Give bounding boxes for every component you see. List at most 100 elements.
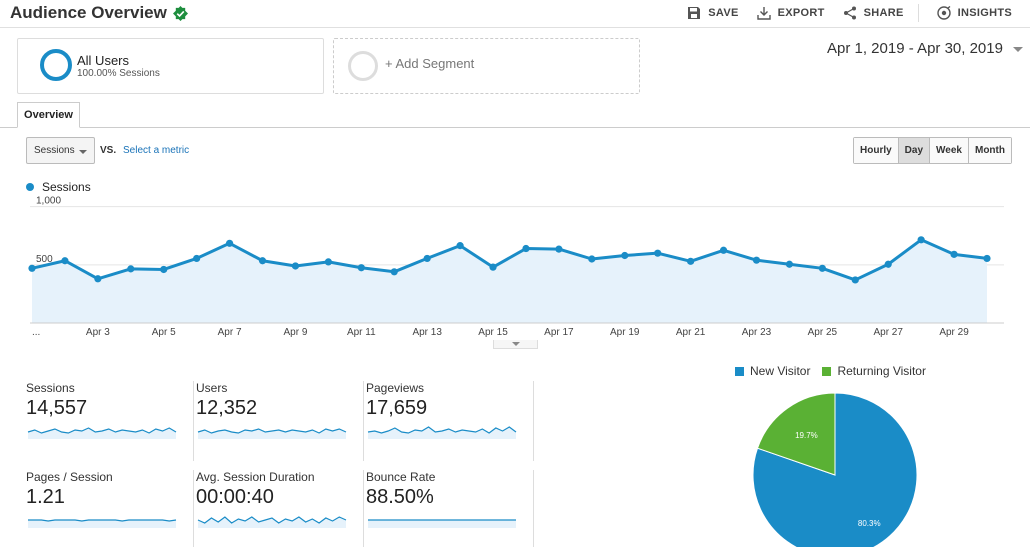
period-day-button[interactable]: Day [897, 138, 930, 163]
sessions-area [32, 239, 987, 323]
metric-select[interactable]: Sessions [26, 137, 95, 164]
sessions-point[interactable] [324, 258, 332, 266]
sessions-point[interactable] [654, 249, 662, 257]
period-hourly-button[interactable]: Hourly [854, 138, 898, 163]
sessions-point[interactable] [983, 254, 991, 263]
sessions-point[interactable] [621, 251, 629, 260]
chevron-down-icon [1012, 47, 1023, 52]
x-tick-label: Apr 13 [412, 327, 442, 338]
x-tick-label: Apr 27 [873, 327, 903, 338]
insights-label: INSIGHTS [957, 7, 1012, 19]
sessions-point[interactable] [127, 265, 135, 273]
scorecard-pageviews[interactable]: Pageviews 17,659 [366, 381, 534, 461]
sessions-point[interactable] [950, 250, 958, 258]
select-metric-link[interactable]: Select a metric [123, 145, 190, 156]
chart-expand-handle[interactable] [493, 340, 538, 349]
scorecard-bounce-rate[interactable]: Bounce Rate 88.50% [366, 470, 534, 547]
sessions-point[interactable] [225, 239, 234, 247]
x-tick-label: Apr 15 [478, 327, 508, 338]
scorecard-avg-session-duration[interactable]: Avg. Session Duration 00:00:40 [196, 470, 364, 547]
x-tick-label: Apr 5 [152, 327, 176, 338]
export-button[interactable]: EXPORT [756, 6, 825, 20]
page-title-text: Audience Overview [10, 3, 167, 22]
scorecard-label: Pages / Session [26, 470, 113, 484]
sessions-point[interactable] [61, 257, 69, 265]
sparkline [368, 519, 516, 528]
segment-share: 100.00% Sessions [77, 68, 160, 79]
sessions-point[interactable] [719, 246, 728, 254]
report-actions: SAVE EXPORT SHARE INSIGHTS [669, 4, 1012, 22]
date-range-picker[interactable]: Apr 1, 2019 - Apr 30, 2019 [827, 40, 1023, 57]
pie-legend: New Visitor Returning Visitor [735, 364, 926, 378]
insights-icon [936, 6, 951, 20]
sessions-point[interactable] [258, 257, 267, 265]
sessions-point[interactable] [917, 236, 925, 244]
period-month-button[interactable]: Month [967, 138, 1011, 163]
sparkline [197, 428, 347, 439]
segment-name: All Users [77, 53, 130, 68]
sessions-point[interactable] [522, 244, 530, 253]
sessions-point[interactable] [160, 265, 168, 274]
sessions-point[interactable] [489, 263, 497, 271]
sessions-point[interactable] [785, 260, 794, 268]
legend-new-label: New Visitor [750, 364, 811, 378]
verified-check-icon [172, 5, 188, 21]
scorecard-label: Avg. Session Duration [196, 470, 315, 484]
metric-select-value: Sessions [34, 145, 75, 156]
sessions-point[interactable] [851, 276, 859, 284]
add-segment-button[interactable]: + Add Segment [333, 38, 640, 94]
scorecard-value: 12,352 [196, 397, 258, 419]
tab-overview[interactable]: Overview [17, 102, 80, 128]
save-button[interactable]: SAVE [687, 6, 738, 20]
scorecard-sessions[interactable]: Sessions 14,557 [26, 381, 194, 461]
sessions-point[interactable] [555, 245, 563, 253]
x-tick-label: Apr 25 [808, 327, 838, 338]
scorecard-label: Pageviews [366, 381, 425, 395]
sessions-point[interactable] [94, 275, 102, 283]
sessions-point[interactable] [291, 262, 300, 270]
scorecard-value: 17,659 [366, 397, 428, 419]
x-tick-label: ... [32, 327, 40, 338]
sessions-point[interactable] [390, 268, 398, 276]
scorecard-pages-session[interactable]: Pages / Session 1.21 [26, 470, 194, 547]
period-week-button[interactable]: Week [929, 138, 968, 163]
segment-all-users[interactable]: All Users 100.00% Sessions [17, 38, 324, 94]
share-button[interactable]: SHARE [843, 6, 904, 20]
download-icon [756, 7, 771, 20]
x-tick-label: Apr 21 [676, 327, 706, 338]
sparkline-line [367, 426, 517, 434]
visitor-pie-chart: 80.3% 19.7% [752, 392, 918, 547]
sessions-point[interactable] [818, 264, 826, 272]
x-tick-label: Apr 23 [742, 327, 772, 338]
sessions-point[interactable] [357, 264, 365, 272]
sparkline [27, 427, 177, 439]
sessions-point[interactable] [752, 256, 761, 264]
sessions-point[interactable] [193, 254, 201, 263]
insights-button[interactable]: INSIGHTS [936, 6, 1012, 20]
sessions-point[interactable] [456, 242, 464, 250]
x-tick-label: Apr 9 [283, 327, 307, 338]
legend-returning-label: Returning Visitor [837, 364, 926, 378]
pie-slice-returning-visitor[interactable] [756, 392, 836, 476]
sessions-point[interactable] [423, 254, 431, 263]
period-toggle: Hourly Day Week Month [853, 137, 1012, 164]
chart-legend: Sessions [26, 180, 91, 194]
sparkline-area [368, 520, 516, 528]
pie-slice-label: 19.7% [795, 431, 818, 440]
sessions-line [31, 238, 988, 282]
scorecard-value: 88.50% [366, 486, 434, 508]
scorecard-users[interactable]: Users 12,352 [196, 381, 364, 461]
scorecard-value: 00:00:40 [196, 486, 274, 508]
sessions-point[interactable] [588, 255, 596, 263]
sessions-point[interactable] [28, 264, 36, 272]
sparkline-line [27, 427, 177, 434]
x-tick-label: Apr 11 [347, 327, 376, 338]
sparkline-area [198, 517, 346, 528]
sessions-point[interactable] [687, 257, 695, 265]
page-title: Audience Overview [10, 3, 188, 23]
sparkline-area [28, 520, 176, 528]
sessions-point[interactable] [884, 260, 892, 268]
sparkline [197, 516, 347, 528]
vs-label: VS. [100, 145, 117, 156]
top-bar: Audience Overview SAVE EXPORT SHARE INSI… [0, 0, 1030, 28]
